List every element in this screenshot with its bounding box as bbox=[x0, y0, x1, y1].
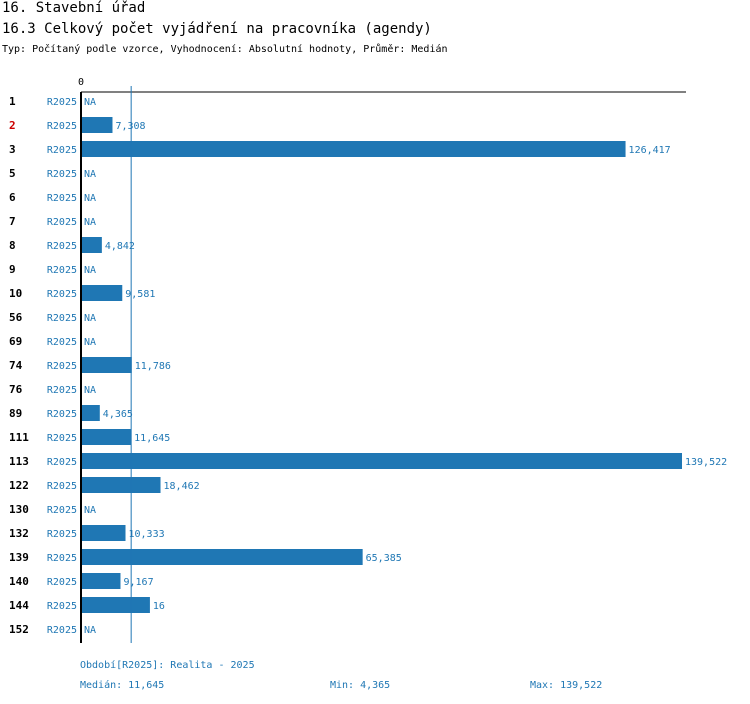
period-label: R2025 bbox=[47, 289, 77, 300]
bar bbox=[81, 525, 126, 541]
bar-value-label: 11,786 bbox=[135, 361, 171, 372]
bar-value-label: NA bbox=[84, 265, 96, 276]
period-label: R2025 bbox=[47, 625, 77, 636]
category-label: 5 bbox=[9, 167, 16, 180]
bar-value-label: NA bbox=[84, 193, 96, 204]
section-title: 16. Stavební úřad bbox=[2, 0, 146, 16]
category-label: 130 bbox=[9, 503, 29, 516]
bar-value-label: 139,522 bbox=[685, 457, 727, 468]
bar-value-label: NA bbox=[84, 313, 96, 324]
period-label: R2025 bbox=[47, 169, 77, 180]
category-label: 113 bbox=[9, 455, 29, 468]
bar-value-label: 126,417 bbox=[629, 145, 671, 156]
category-label: 10 bbox=[9, 287, 22, 300]
bar-value-label: NA bbox=[84, 505, 96, 516]
bar bbox=[81, 117, 113, 133]
median-summary: Medián: 11,645 bbox=[80, 680, 165, 691]
period-label: R2025 bbox=[47, 481, 77, 492]
period-label: R2025 bbox=[47, 241, 77, 252]
category-label: 1 bbox=[9, 95, 16, 108]
period-label: R2025 bbox=[47, 505, 77, 516]
period-label: R2025 bbox=[47, 409, 77, 420]
category-label: 7 bbox=[9, 215, 16, 228]
period-label: R2025 bbox=[47, 193, 77, 204]
bar bbox=[81, 285, 123, 301]
chart-title: 16.3 Celkový počet vyjádření na pracovní… bbox=[2, 21, 432, 37]
bar-value-label: 4,365 bbox=[103, 409, 133, 420]
bar-value-label: NA bbox=[84, 97, 96, 108]
chart-subtitle: Typ: Počítaný podle vzorce, Vyhodnocení:… bbox=[2, 44, 448, 55]
category-label: 74 bbox=[9, 359, 23, 372]
min-summary: Min: 4,365 bbox=[330, 680, 391, 691]
period-label: R2025 bbox=[47, 217, 77, 228]
category-label: 2 bbox=[9, 119, 16, 132]
period-label: R2025 bbox=[47, 337, 77, 348]
bar-value-label: 65,385 bbox=[366, 553, 402, 564]
bar-value-label: 18,462 bbox=[164, 481, 200, 492]
period-label: R2025 bbox=[47, 265, 77, 276]
period-label: R2025 bbox=[47, 529, 77, 540]
bar bbox=[81, 141, 626, 157]
period-label: R2025 bbox=[47, 121, 77, 132]
bar bbox=[81, 357, 132, 373]
period-label: R2025 bbox=[47, 145, 77, 156]
bar bbox=[81, 573, 121, 589]
category-label: 152 bbox=[9, 623, 29, 636]
bar bbox=[81, 237, 102, 253]
bar-value-label: 10,333 bbox=[129, 529, 165, 540]
bar-value-label: 4,842 bbox=[105, 241, 135, 252]
period-label: R2025 bbox=[47, 457, 77, 468]
bar-value-label: 7,308 bbox=[115, 121, 145, 132]
category-label: 122 bbox=[9, 479, 29, 492]
category-label: 3 bbox=[9, 143, 16, 156]
bar bbox=[81, 429, 132, 445]
bar-value-label: NA bbox=[84, 385, 96, 396]
category-label: 132 bbox=[9, 527, 29, 540]
bar-value-label: 9,167 bbox=[123, 577, 153, 588]
bar bbox=[81, 549, 363, 565]
bar-value-label: 9,581 bbox=[125, 289, 155, 300]
bar-value-label: NA bbox=[84, 169, 96, 180]
bar-value-label: 16 bbox=[153, 601, 165, 612]
bar bbox=[81, 405, 100, 421]
bar bbox=[81, 453, 682, 469]
bar-value-label: NA bbox=[84, 625, 96, 636]
category-label: 140 bbox=[9, 575, 29, 588]
bar-value-label: NA bbox=[84, 337, 96, 348]
category-label: 6 bbox=[9, 191, 16, 204]
period-label: R2025 bbox=[47, 601, 77, 612]
x-axis-zero-label: 0 bbox=[78, 77, 84, 88]
category-label: 69 bbox=[9, 335, 22, 348]
period-note: Období[R2025]: Realita - 2025 bbox=[80, 660, 255, 671]
period-label: R2025 bbox=[47, 577, 77, 588]
period-label: R2025 bbox=[47, 313, 77, 324]
bar bbox=[81, 477, 161, 493]
bar bbox=[81, 597, 150, 613]
max-summary: Max: 139,522 bbox=[530, 680, 603, 691]
category-label: 144 bbox=[9, 599, 29, 612]
category-label: 139 bbox=[9, 551, 29, 564]
category-label: 9 bbox=[9, 263, 16, 276]
category-label: 76 bbox=[9, 383, 23, 396]
bar-value-label: 11,645 bbox=[134, 433, 170, 444]
category-label: 111 bbox=[9, 431, 29, 444]
period-label: R2025 bbox=[47, 553, 77, 564]
category-label: 89 bbox=[9, 407, 22, 420]
period-label: R2025 bbox=[47, 385, 77, 396]
bar-value-label: NA bbox=[84, 217, 96, 228]
period-label: R2025 bbox=[47, 361, 77, 372]
category-label: 56 bbox=[9, 311, 23, 324]
period-label: R2025 bbox=[47, 433, 77, 444]
period-label: R2025 bbox=[47, 97, 77, 108]
category-label: 8 bbox=[9, 239, 16, 252]
